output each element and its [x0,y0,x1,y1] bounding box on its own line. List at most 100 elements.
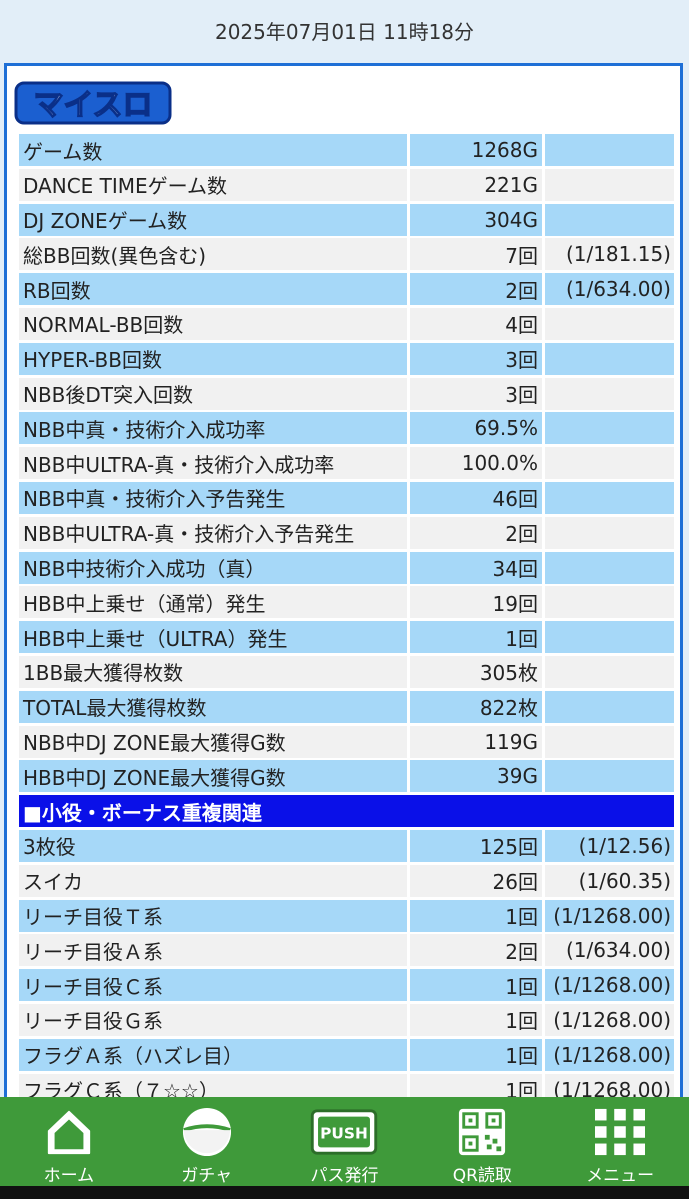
row-label: NBB中ULTRA-真・技術介入成功率 [19,447,407,480]
row-value: 305枚 [410,655,542,688]
table-row: 3枚役 125回 (1/12.56) [19,829,674,862]
table-row: NBB中DJ ZONE最大獲得G数 119G [19,725,674,758]
row-value: 2回 [410,516,542,549]
row-probability: (1/1268.00) [545,969,674,1002]
table-row: HBB中上乗せ（ULTRA）発生 1回 [19,621,674,654]
row-value: 1回 [410,899,542,932]
row-probability [545,377,674,410]
row-value: 221G [410,168,542,201]
push-text: PUSH [321,1125,369,1143]
row-probability: (1/181.15) [545,238,674,271]
push-pass-icon: PUSH [311,1109,378,1155]
row-probability [545,412,674,445]
row-probability: (1/1268.00) [545,1003,674,1036]
table-row: スイカ 26回 (1/60.35) [19,864,674,897]
logo-text: マイスロ [33,88,152,123]
gacha-icon [182,1107,231,1157]
row-probability [545,725,674,758]
row-probability [545,447,674,480]
table-row: NBB中ULTRA-真・技術介入成功率 100.0% [19,447,674,480]
row-value: 39G [410,760,542,793]
row-label: リーチ目役Ａ系 [19,934,407,967]
bottom-nav: ホーム ガチャ PUSH パス発行 QR読取 [0,1097,689,1186]
table-row: NBB中ULTRA-真・技術介入予告発生 2回 [19,516,674,549]
row-probability [545,168,674,201]
row-label: HBB中上乗せ（ULTRA）発生 [19,621,407,654]
row-label: HBB中上乗せ（通常）発生 [19,586,407,619]
table-row: DANCE TIMEゲーム数 221G [19,168,674,201]
row-value: 3回 [410,377,542,410]
nav-menu[interactable]: メニュー [551,1097,689,1186]
row-value: 26回 [410,864,542,897]
nav-gacha[interactable]: ガチャ [138,1097,276,1186]
table-row: DJ ZONEゲーム数 304G [19,203,674,236]
row-label: スイカ [19,864,407,897]
row-label: ゲーム数 [19,134,407,166]
row-label: NBB中真・技術介入予告発生 [19,481,407,514]
qr-code-icon [459,1108,506,1156]
table-row: リーチ目役Ｃ系 1回 (1/1268.00) [19,969,674,1002]
table-row: NORMAL-BB回数 4回 [19,307,674,340]
row-label: DANCE TIMEゲーム数 [19,168,407,201]
table-row: TOTAL最大獲得枚数 822枚 [19,690,674,723]
row-probability [545,342,674,375]
row-value: 2回 [410,273,542,306]
row-probability: (1/12.56) [545,829,674,862]
nav-home-label: ホーム [43,1166,95,1186]
data-panel: マイスロ ゲーム数 1268G DANCE TIMEゲーム数 221G DJ ZONEゲ… [4,63,683,1103]
row-label: DJ ZONEゲーム数 [19,203,407,236]
table-row: RB回数 2回 (1/634.00) [19,273,674,306]
row-value: 34回 [410,551,542,584]
row-value: 19回 [410,586,542,619]
row-probability [545,586,674,619]
row-value: 69.5% [410,412,542,445]
row-value: 304G [410,203,542,236]
row-probability [545,760,674,793]
nav-qr-label: QR読取 [452,1166,512,1186]
row-label: フラグＡ系（ハズレ目） [19,1038,407,1071]
nav-pass[interactable]: PUSH パス発行 [276,1097,414,1186]
table-row: ゲーム数 1268G [19,134,674,166]
row-probability [545,203,674,236]
table-row: HYPER-BB回数 3回 [19,342,674,375]
row-probability [545,516,674,549]
row-value: 3回 [410,342,542,375]
row-value: 1268G [410,134,542,166]
table-row: リーチ目役Ｔ系 1回 (1/1268.00) [19,899,674,932]
row-value: 2回 [410,934,542,967]
row-probability: (1/60.35) [545,864,674,897]
table-row: 総BB回数(異色含む) 7回 (1/181.15) [19,238,674,271]
nav-home[interactable]: ホーム [0,1097,138,1186]
row-probability [545,655,674,688]
row-label: NBB中DJ ZONE最大獲得G数 [19,725,407,758]
nav-gacha-label: ガチャ [181,1166,233,1186]
row-label: NORMAL-BB回数 [19,307,407,340]
table-row: HBB中DJ ZONE最大獲得G数 39G [19,760,674,793]
row-label: HBB中DJ ZONE最大獲得G数 [19,760,407,793]
row-label: NBB中真・技術介入成功率 [19,412,407,445]
table-row: NBB中真・技術介入予告発生 46回 [19,481,674,514]
row-value: 100.0% [410,447,542,480]
row-label: NBB後DT突入回数 [19,377,407,410]
nav-pass-label: パス発行 [310,1166,379,1186]
row-probability: (1/1268.00) [545,899,674,932]
system-bar [0,1186,689,1199]
row-label: NBB中ULTRA-真・技術介入予告発生 [19,516,407,549]
table-row: 1BB最大獲得枚数 305枚 [19,655,674,688]
row-label: リーチ目役Ｔ系 [19,899,407,932]
table-row: フラグＣ系（７☆☆） 1回 (1/1268.00) [19,1073,674,1103]
row-value: 4回 [410,307,542,340]
stats-table: ゲーム数 1268G DANCE TIMEゲーム数 221G DJ ZONEゲーム数 30… [19,134,674,1103]
row-label: HYPER-BB回数 [19,342,407,375]
row-value: 822枚 [410,690,542,723]
row-label: 1BB最大獲得枚数 [19,655,407,688]
row-probability: (1/634.00) [545,273,674,306]
table-row: リーチ目役Ａ系 2回 (1/634.00) [19,934,674,967]
row-label: リーチ目役Ｃ系 [19,969,407,1002]
grid-menu-icon [595,1108,646,1156]
row-value: 119G [410,725,542,758]
nav-qr[interactable]: QR読取 [413,1097,551,1186]
row-probability [545,621,674,654]
datetime-text: 2025年07月01日 11時18分 [214,19,475,44]
row-label: NBB中技術介入成功（真） [19,551,407,584]
